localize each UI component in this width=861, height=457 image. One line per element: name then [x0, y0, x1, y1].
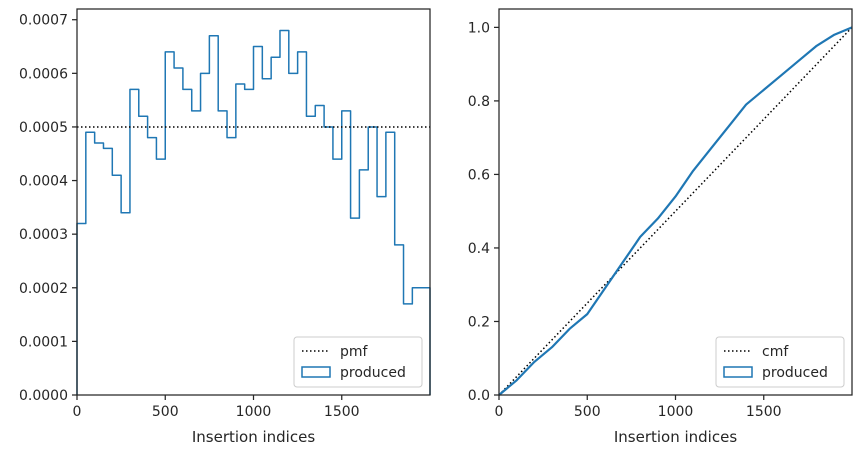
series-produced-line — [498, 26, 853, 396]
x-tick-label: 1500 — [324, 404, 360, 420]
legend-cmf-label: cmf — [762, 344, 789, 360]
x-tick-label: 1500 — [746, 404, 782, 420]
cumulative-chart: 0 500 1000 1500 0.0 0.2 0.4 0.6 0.8 1.0 Insertion… — [468, 8, 853, 446]
x-tick-label: 500 — [152, 404, 179, 420]
y-tick-label: 0.0000 — [19, 388, 68, 404]
legend-produced-swatch — [723, 366, 753, 378]
legend-pmf-label: pmf — [340, 344, 369, 360]
x-tick-label: 1000 — [658, 404, 694, 420]
x-tick-label: 500 — [574, 404, 601, 420]
series-cmf-line — [498, 26, 853, 396]
histogram-chart: 0 500 1000 1500 0.0000 0.0001 0.0002 0.0003 0.00… — [19, 8, 431, 446]
y-tick-label: 0.6 — [468, 167, 490, 183]
y-tick-label: 0.0001 — [19, 334, 68, 350]
y-tick-label: 0.0005 — [19, 120, 68, 136]
y-tick-label: 0.4 — [468, 241, 490, 257]
cumulative-series — [498, 26, 853, 396]
x-tick-label: 0 — [495, 404, 504, 420]
histogram-legend: pmf produced — [293, 336, 423, 388]
histogram-ticks: 0 500 1000 1500 0.0000 0.0001 0.0002 0.0003 0.00… — [19, 13, 360, 420]
y-tick-label: 0.0003 — [19, 227, 68, 243]
cumulative-ticks: 0 500 1000 1500 0.0 0.2 0.4 0.6 0.8 1.0 — [468, 20, 782, 420]
legend-produced-label: produced — [762, 365, 828, 381]
x-tick-label: 1000 — [236, 404, 272, 420]
y-tick-label: 0.0 — [468, 388, 490, 404]
y-tick-label: 0.0002 — [19, 281, 68, 297]
y-tick-label: 0.2 — [468, 314, 490, 330]
y-tick-label: 0.8 — [468, 94, 490, 110]
y-tick-label: 0.0006 — [19, 66, 68, 82]
y-tick-label: 0.0007 — [19, 13, 68, 29]
legend-produced-swatch — [301, 366, 331, 378]
legend-box — [715, 336, 845, 388]
legend-box — [293, 336, 423, 388]
series-produced-line — [76, 29, 431, 395]
x-tick-label: 0 — [73, 404, 82, 420]
y-tick-label: 1.0 — [468, 20, 490, 36]
cumulative-legend: cmf produced — [715, 336, 845, 388]
y-tick-label: 0.0004 — [19, 174, 68, 190]
legend-produced-label: produced — [340, 365, 406, 381]
histogram-series — [76, 29, 431, 395]
cumulative-x-axis-label: Insertion indices — [614, 428, 737, 446]
histogram-x-axis-label: Insertion indices — [192, 428, 315, 446]
